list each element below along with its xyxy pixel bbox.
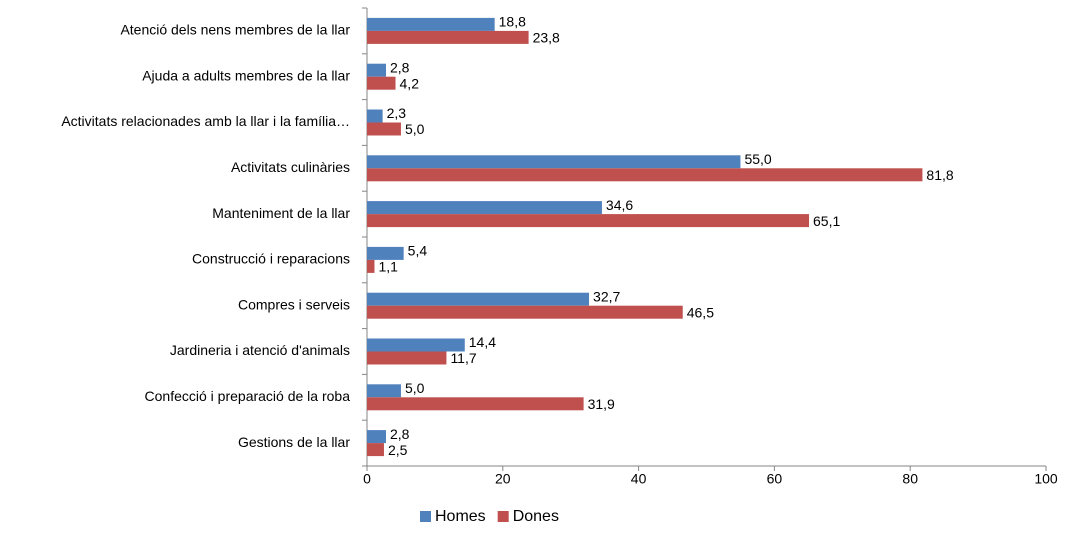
x-tick-label: 60 [767,471,783,487]
data-label: 31,9 [588,396,615,412]
legend-swatch [420,511,431,522]
category-label: Confecció i preparació de la roba [145,388,351,404]
data-label: 14,4 [469,334,496,350]
bar [367,430,387,444]
category-label: Gestions de la llar [238,434,350,450]
data-label: 18,8 [499,14,526,30]
bar [367,338,465,352]
data-label: 81,8 [926,167,953,183]
data-label: 5,0 [405,121,425,137]
legend-label: Homes [435,508,486,525]
data-label: 46,5 [687,304,714,320]
bar [367,397,584,411]
bar [367,63,387,77]
x-tick-label: 20 [495,471,511,487]
bar [367,443,384,457]
data-label: 5,4 [408,243,428,259]
x-tick-label: 100 [1034,471,1058,487]
category-label: Atenció dels nens membres de la llar [120,22,350,38]
category-label: Activitats culinàries [231,159,350,175]
bar [367,201,602,215]
data-label: 2,5 [388,442,408,458]
bar [367,30,529,44]
data-label: 2,3 [387,105,407,121]
x-tick-label: 0 [363,471,371,487]
data-label: 34,6 [606,197,633,213]
category-label: Manteniment de la llar [212,205,350,221]
bar [367,384,401,398]
bar [367,305,683,319]
bar [367,155,741,169]
data-label: 2,8 [390,426,410,442]
data-label: 11,7 [450,350,476,366]
bar [367,76,396,90]
bar [367,168,923,182]
bar [367,292,590,306]
data-label: 55,0 [744,151,771,167]
bar [367,214,810,228]
bar [367,246,404,260]
category-label: Activitats relacionades amb la llar i la… [61,113,350,129]
bar [367,259,375,273]
category-label: Construcció i reparacions [192,251,350,267]
data-label: 23,8 [533,30,560,46]
legend-swatch [497,511,509,522]
category-label: Ajuda a adults membres de la llar [142,67,350,83]
bar [367,109,383,123]
data-label: 65,1 [813,213,840,229]
x-tick-label: 40 [631,471,647,487]
bar [367,17,495,31]
legend-label: Dones [513,508,559,525]
category-label: Compres i serveis [238,296,350,312]
x-tick-label: 80 [902,471,918,487]
data-label: 32,7 [593,288,620,304]
data-label: 2,8 [390,59,410,75]
category-label: Jardineria i atenció d'animals [170,342,350,358]
data-label: 4,2 [400,75,420,91]
bar [367,351,447,365]
data-label: 1,1 [378,259,398,275]
data-label: 5,0 [405,380,425,396]
bar [367,122,401,136]
